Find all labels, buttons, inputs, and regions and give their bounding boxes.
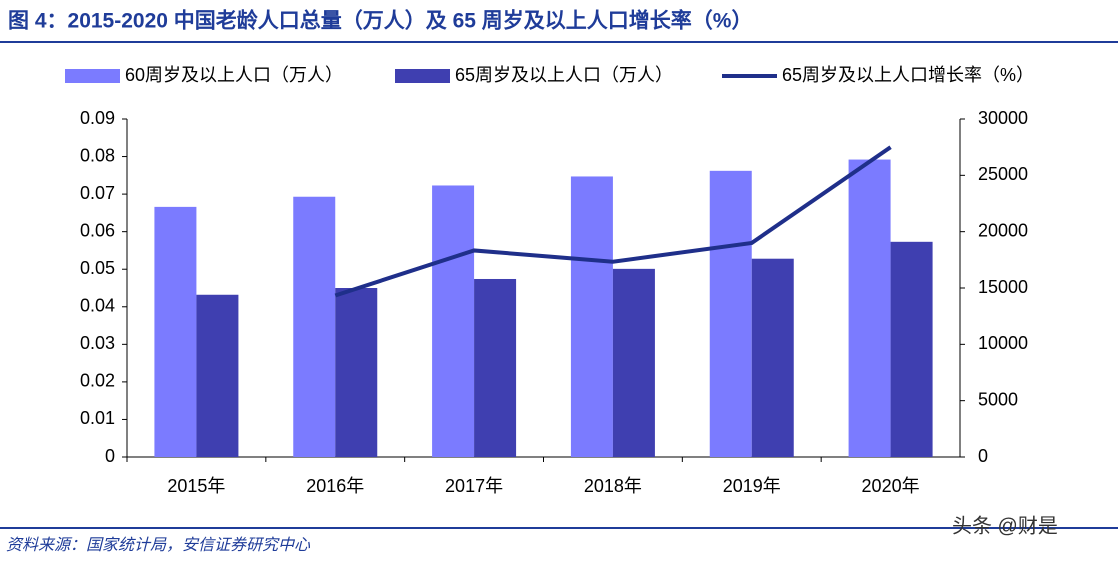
y2-tick-label: 5000: [978, 389, 1018, 409]
bar: [474, 278, 517, 457]
legend-label: 60周岁及以上人口（万人）: [125, 65, 343, 85]
bar: [890, 241, 933, 457]
legend-swatch: [395, 69, 450, 83]
line: [334, 145, 892, 298]
x-tick-label: 2020年: [862, 476, 920, 496]
source: 资料来源：国家统计局，安信证券研究中心: [6, 536, 311, 554]
legend-label: 65周岁及以上人口增长率（%）: [782, 65, 1034, 85]
legend-swatch: [65, 69, 120, 83]
x-tick-label: 2017年: [445, 476, 503, 496]
bar: [848, 159, 891, 457]
y-tick-label: 0.02: [80, 371, 115, 391]
watermark: 头条 @财是: [952, 514, 1058, 537]
bar: [293, 196, 336, 458]
bar: [709, 170, 752, 457]
y-tick-label: 0.07: [80, 183, 115, 203]
y-tick-label: 0.09: [80, 108, 115, 128]
y2-tick-label: 30000: [978, 108, 1028, 128]
y2-tick-label: 10000: [978, 333, 1028, 353]
bar: [196, 294, 239, 457]
bar: [154, 206, 197, 457]
bar: [432, 185, 475, 457]
y-tick-label: 0.01: [80, 408, 115, 428]
y-tick-label: 0.06: [80, 220, 115, 240]
y2-tick-label: 20000: [978, 220, 1028, 240]
y-tick-label: 0: [105, 446, 115, 466]
bar: [751, 258, 794, 457]
x-tick-label: 2018年: [584, 476, 642, 496]
legend-label: 65周岁及以上人口（万人）: [455, 65, 673, 85]
bar: [570, 176, 613, 457]
y-tick-label: 0.05: [80, 258, 115, 278]
x-tick-label: 2019年: [723, 476, 781, 496]
y2-tick-label: 0: [978, 446, 988, 466]
bar: [335, 288, 378, 457]
y2-tick-label: 15000: [978, 277, 1028, 297]
y-tick-label: 0.08: [80, 145, 115, 165]
chart-title: 图 4：2015-2020 中国老龄人口总量（万人）及 65 周岁及以上人口增长…: [8, 9, 752, 33]
y2-tick-label: 25000: [978, 164, 1028, 184]
y-tick-label: 0.04: [80, 296, 115, 316]
bar: [612, 268, 655, 457]
x-tick-label: 2016年: [306, 476, 364, 496]
x-tick-label: 2015年: [167, 476, 225, 496]
y-tick-label: 0.03: [80, 333, 115, 353]
